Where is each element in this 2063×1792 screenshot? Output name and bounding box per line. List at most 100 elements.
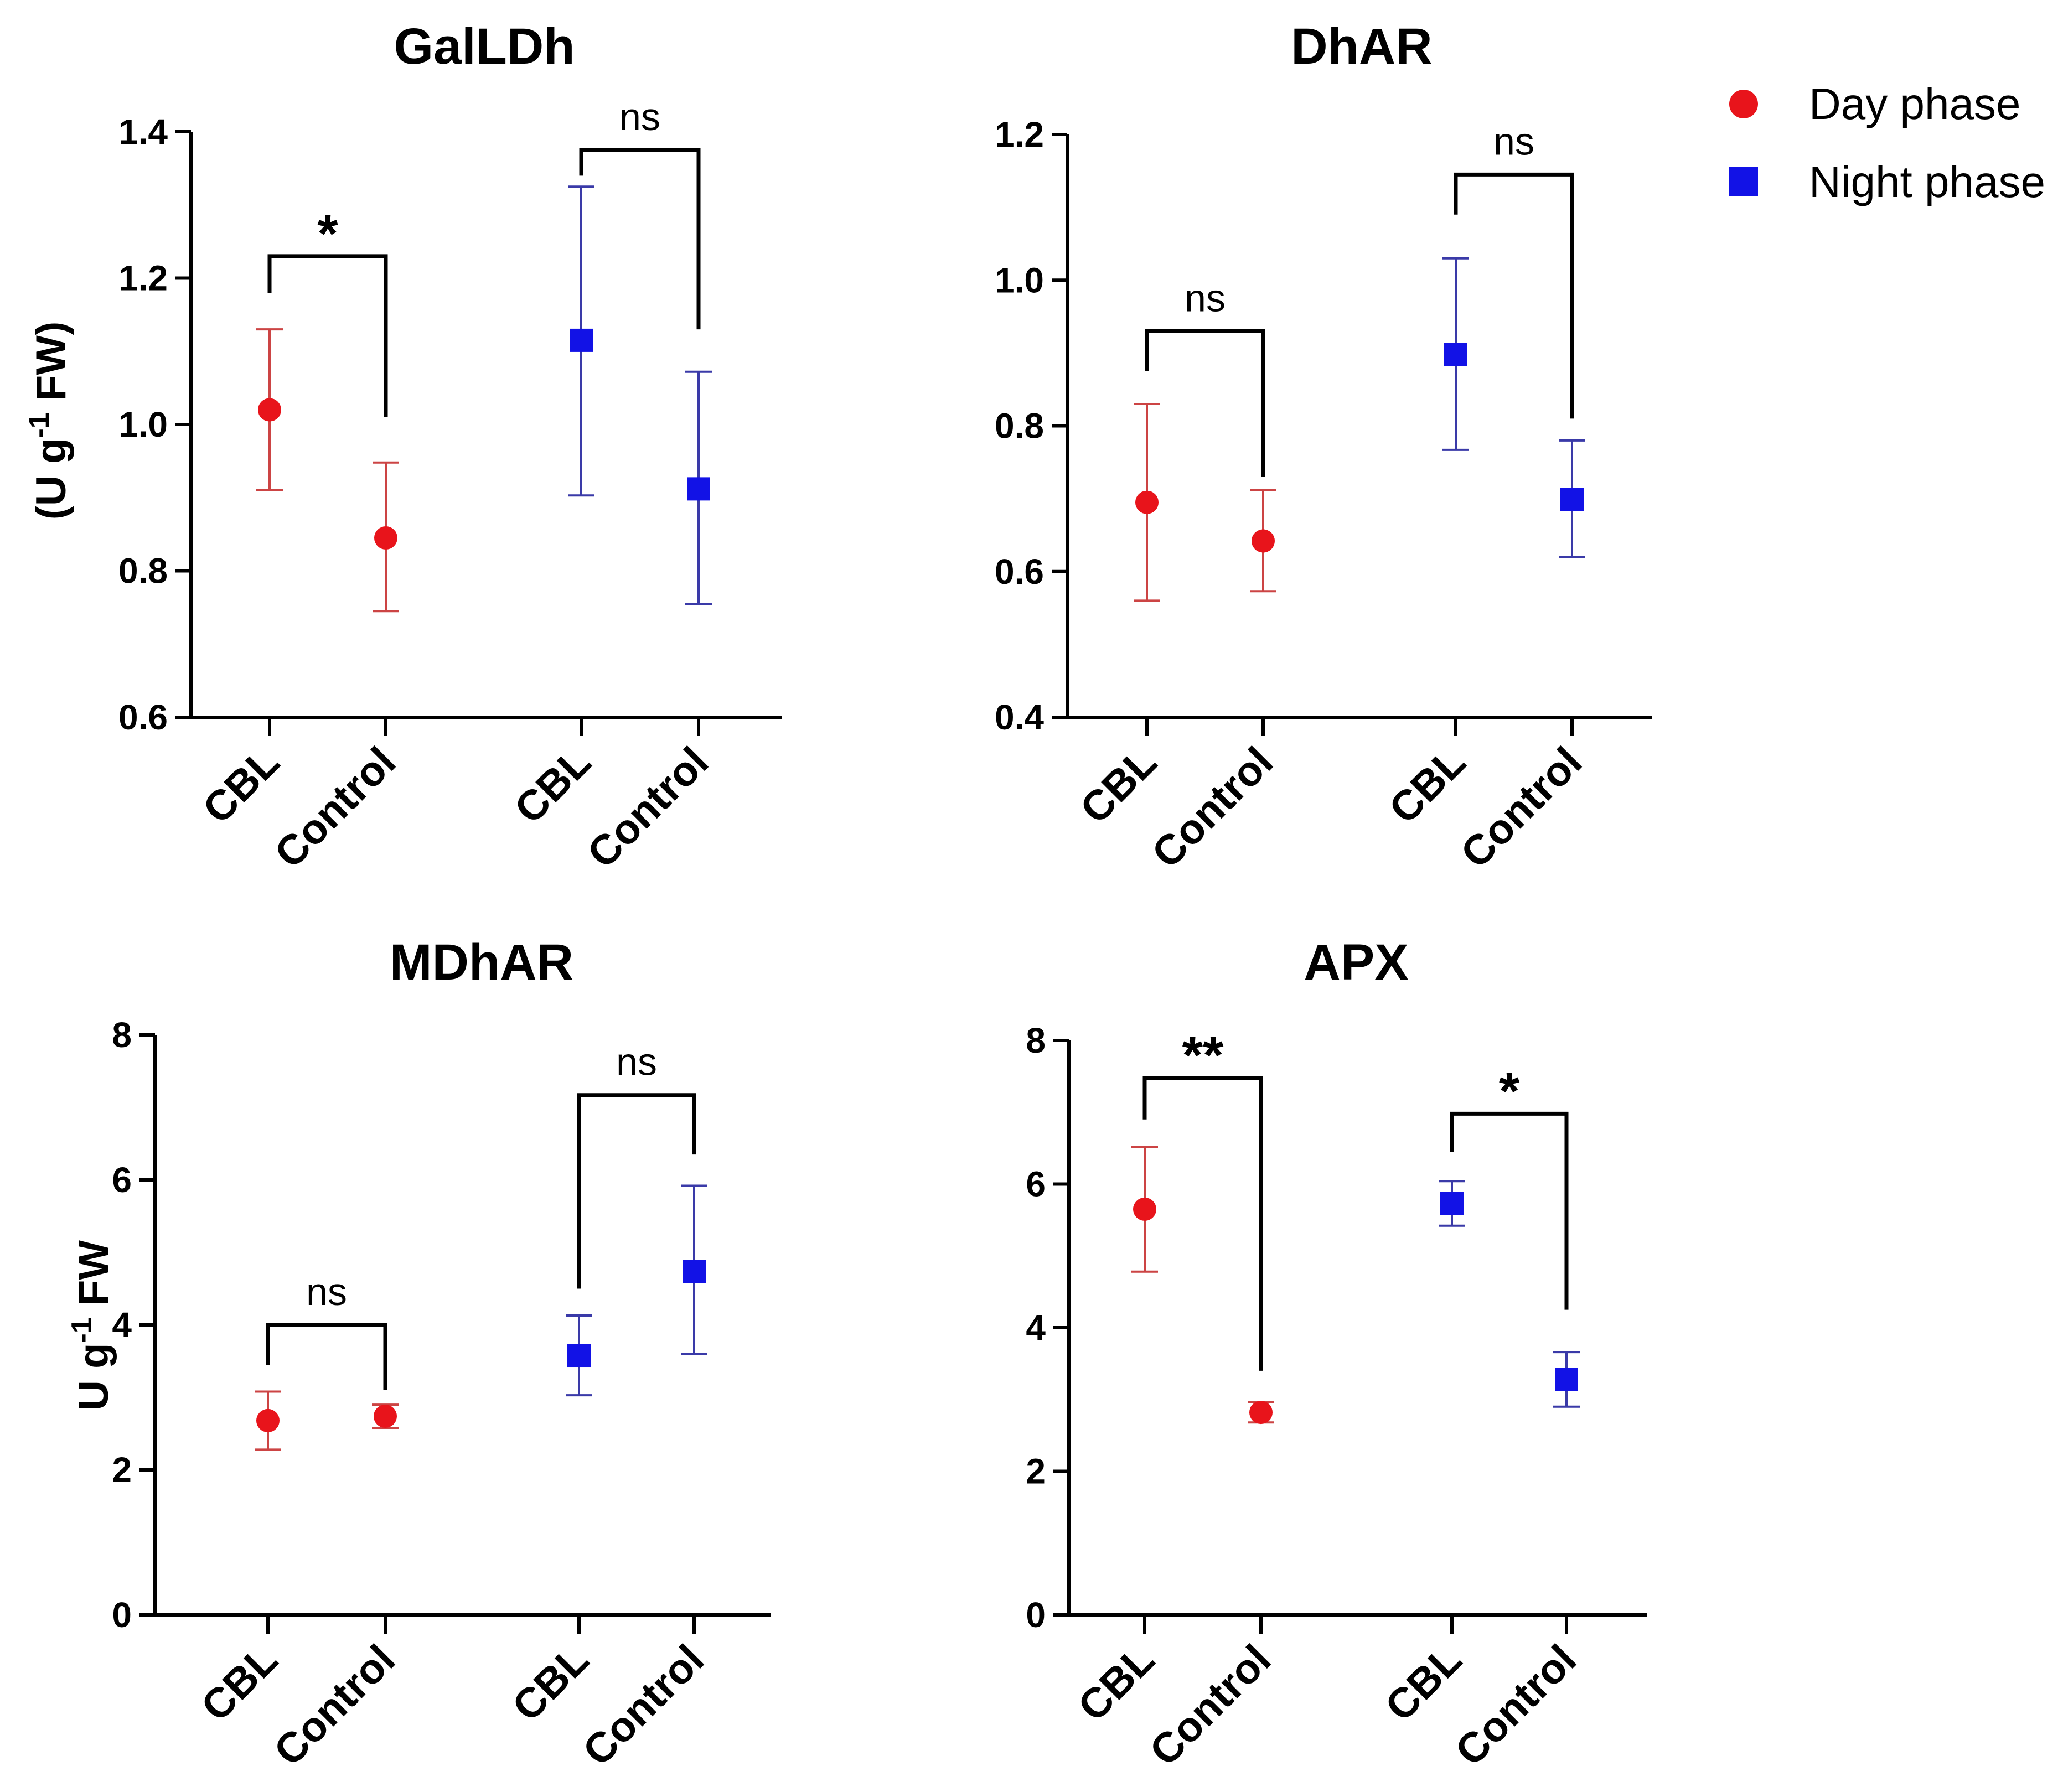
significance-label: ns	[619, 95, 660, 138]
data-point-day	[374, 526, 397, 550]
x-tick-labels: CBL Control CBL Control	[1071, 738, 1591, 877]
x-tick-label: CBL	[1071, 738, 1166, 833]
y-tick-label: 8	[1026, 1021, 1046, 1060]
y-tick-label: 4	[112, 1305, 132, 1345]
y-tick-label: 4	[1026, 1308, 1046, 1348]
data-point-night	[1444, 343, 1467, 366]
x-tick-label: CBL	[505, 738, 600, 833]
data-point-day	[1135, 490, 1159, 514]
x-tick-label: Control	[266, 738, 405, 877]
y-tick-label: 1.2	[995, 115, 1044, 154]
x-tick-label: Control	[574, 1636, 713, 1775]
y-axis-label: (U g-1 FW)	[23, 322, 75, 520]
data-point-night	[687, 477, 710, 501]
significance-labels: ** *	[1182, 1026, 1520, 1121]
x-tick-label: Control	[265, 1636, 404, 1775]
significance-label: *	[1499, 1061, 1520, 1121]
plot-marks	[1053, 1039, 1647, 1634]
y-tick-label: 8	[112, 1015, 132, 1055]
chart-title: MDhAR	[390, 934, 573, 991]
y-tick-label: 2	[1026, 1452, 1046, 1491]
y-tick-labels: 0.4 0.6 0.8 1.0 1.2	[995, 115, 1044, 737]
y-tick-labels: 0.6 0.8 1.0 1.2 1.4	[118, 112, 168, 737]
data-point-night	[1555, 1368, 1578, 1391]
significance-label: ns	[1493, 120, 1534, 163]
plot-marks	[1052, 133, 1652, 736]
significance-bracket	[267, 254, 388, 417]
y-tick-label: 1.2	[118, 258, 168, 298]
significance-labels: * ns	[317, 95, 660, 263]
x-tick-label: Control	[1141, 1636, 1280, 1775]
data-point-day	[1249, 1401, 1273, 1425]
significance-label: **	[1182, 1026, 1224, 1085]
data-point-day	[256, 1408, 280, 1432]
panel-apx: APX 0 2 4 6 8 CBL Control CBL Control **…	[1026, 934, 1647, 1775]
x-tick-label: Control	[1446, 1636, 1585, 1775]
significance-label: ns	[616, 1040, 657, 1084]
y-tick-label: 0.8	[118, 551, 168, 591]
y-tick-label: 6	[112, 1160, 132, 1200]
significance-label: ns	[306, 1270, 347, 1313]
y-axis-label: U g-1 FW	[66, 1240, 117, 1411]
x-tick-label: CBL	[1069, 1636, 1164, 1731]
significance-bracket	[579, 148, 701, 330]
x-tick-label: CBL	[1380, 738, 1475, 833]
y-tick-labels: 0 2 4 6 8	[1026, 1021, 1046, 1635]
data-point-night	[1560, 488, 1584, 511]
x-tick-label: Control	[578, 738, 717, 877]
y-tick-label: 1.0	[995, 260, 1044, 300]
data-point-day	[1133, 1197, 1156, 1221]
significance-bracket	[577, 1093, 696, 1289]
chart-title: GalLDh	[394, 18, 575, 75]
legend-marker-day	[1729, 90, 1758, 118]
data-point-day	[1252, 529, 1275, 553]
y-tick-label: 2	[112, 1450, 132, 1490]
legend-label-night: Night phase	[1809, 157, 2045, 206]
x-tick-labels: CBL Control CBL Control	[1069, 1636, 1585, 1775]
significance-label: *	[317, 204, 338, 263]
data-point-day	[258, 398, 281, 422]
y-tick-label: 6	[1026, 1164, 1046, 1204]
x-tick-label: Control	[1452, 738, 1591, 877]
panel-mdhar: MDhAR U g-1 FW 0 2 4 6 8 CBL Control CBL…	[66, 934, 771, 1775]
significance-bracket	[1454, 172, 1574, 419]
plot-marks	[139, 1033, 771, 1634]
data-point-night	[567, 1344, 591, 1368]
legend-label-day: Day phase	[1809, 79, 2020, 128]
x-tick-label: CBL	[503, 1636, 598, 1731]
y-tick-label: 1.0	[118, 405, 168, 444]
significance-bracket	[1450, 1111, 1569, 1310]
significance-bracket	[266, 1323, 387, 1390]
chart-title: DhAR	[1291, 18, 1433, 75]
x-tick-label: Control	[1143, 738, 1282, 877]
data-point-night	[683, 1260, 706, 1283]
legend: Day phase Night phase	[1729, 79, 2045, 206]
y-tick-label: 0.6	[118, 697, 168, 737]
x-tick-label: CBL	[194, 738, 288, 833]
significance-labels: ns ns	[1185, 120, 1534, 319]
panel-dhar: DhAR 0.4 0.6 0.8 1.0 1.2 CBL Control CBL…	[995, 18, 1652, 877]
significance-labels: ns ns	[306, 1040, 657, 1313]
plot-marks	[175, 130, 782, 736]
y-tick-label: 0	[112, 1595, 132, 1635]
y-tick-label: 0.6	[995, 552, 1044, 592]
y-tick-label: 1.4	[118, 112, 168, 152]
x-tick-labels: CBL Control CBL Control	[194, 738, 717, 877]
x-tick-label: CBL	[1376, 1636, 1471, 1731]
y-tick-label: 0.4	[995, 697, 1044, 737]
y-tick-label: 0.8	[995, 406, 1044, 446]
y-axis-label-text: U g-1 FW	[66, 1240, 117, 1411]
significance-label: ns	[1185, 276, 1226, 319]
significance-bracket	[1145, 329, 1265, 477]
y-tick-labels: 0 2 4 6 8	[112, 1015, 132, 1635]
data-point-day	[374, 1405, 397, 1428]
significance-bracket	[1142, 1075, 1263, 1371]
panel-galldh: GalLDh (U g-1 FW) 0.6 0.8 1.0 1.2 1.4 CB…	[23, 18, 782, 877]
legend-marker-night	[1729, 167, 1758, 196]
data-point-night	[1440, 1192, 1464, 1215]
x-tick-label: CBL	[192, 1636, 287, 1731]
chart-title: APX	[1304, 934, 1408, 991]
y-tick-label: 0	[1026, 1595, 1046, 1635]
y-axis-label-text: (U g-1 FW)	[23, 322, 75, 520]
